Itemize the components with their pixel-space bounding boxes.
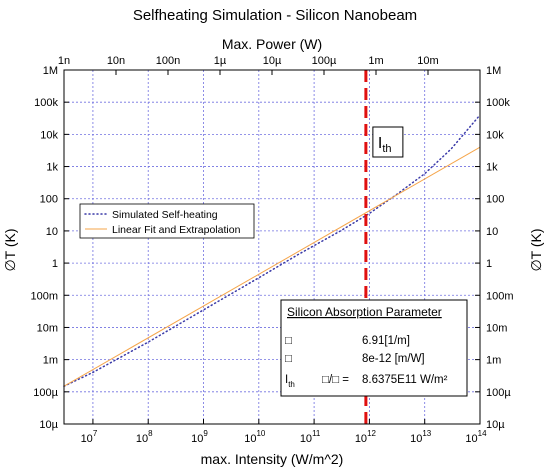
y-tick-label-left: 1m	[43, 355, 58, 367]
legend-label-fit: Linear Fit and Extrapolation	[112, 224, 241, 236]
x-tick-label: 1010	[244, 429, 266, 445]
x-tick-label: 108	[136, 429, 153, 445]
x-tick-label: 109	[191, 429, 208, 445]
y-tick-label-right: 1k	[486, 162, 498, 174]
y-tick-label-right: 10	[486, 226, 498, 238]
parameter-value: 6.91[1/m]	[362, 335, 410, 347]
left-axis-title: ∅T (K)	[2, 228, 18, 271]
y-tick-label-left: 1M	[43, 65, 58, 77]
y-tick-label-right: 1	[486, 258, 492, 270]
y-tick-label-left: 100k	[34, 97, 58, 109]
y-tick-label-left: 100m	[30, 290, 58, 302]
top-tick-label: 1µ	[214, 55, 227, 67]
threshold-label: Ith	[378, 135, 392, 155]
y-tick-label-right: 1m	[486, 355, 501, 367]
threshold-label-box	[372, 126, 404, 158]
parameter-value: 8.6375E11 W/m²	[362, 374, 448, 386]
y-tick-label-left: 1k	[46, 162, 58, 174]
top-axis-title: Max. Power (W)	[222, 36, 322, 52]
parameter-box-frame	[280, 299, 468, 397]
legend-box	[79, 203, 255, 239]
top-tick-label: 10m	[417, 55, 438, 67]
x-tick-label: 1011	[300, 429, 321, 445]
y-tick-label-right: 100m	[486, 290, 514, 302]
parameter-box-title: Silicon Absorption Parameter	[287, 305, 442, 319]
top-tick-label: 100µ	[312, 55, 337, 67]
x-tick-label: 1012	[355, 429, 377, 445]
y-tick-label-left: 100µ	[33, 387, 58, 399]
parameter-symbol: □	[285, 335, 292, 347]
y-tick-label-right: 10k	[486, 129, 504, 141]
top-tick-label: 10µ	[263, 55, 282, 67]
y-tick-label-left: 100	[40, 194, 58, 206]
y-tick-label-left: 10m	[37, 322, 58, 334]
y-tick-label-left: 10k	[40, 129, 58, 141]
parameter-box: Silicon Absorption Parameter □ 6.91[1/m] □ 8…	[280, 299, 468, 397]
top-tick-label: 10n	[107, 55, 125, 67]
chart-title: Selfheating Simulation - Silicon Nanobea…	[133, 7, 417, 24]
y-tick-label-left: 10	[46, 226, 58, 238]
y-tick-label-right: 1M	[486, 65, 501, 77]
x-tick-label: 1013	[410, 429, 432, 445]
parameter-symbol: Ith	[285, 374, 295, 389]
y-tick-label-right: 10µ	[486, 419, 505, 431]
top-tick-label: 100n	[156, 55, 180, 67]
legend-label-simulated: Simulated Self-heating	[112, 209, 218, 221]
legend: Simulated Self-heating Linear Fit and Ext…	[79, 203, 255, 239]
parameter-symbol: □	[285, 353, 292, 365]
y-tick-label-right: 100	[486, 194, 504, 206]
parameter-value: 8e-12 [m/W]	[362, 353, 425, 365]
x-tick-label: 1014	[465, 429, 487, 445]
bottom-axis-title: max. Intensity (W/m^2)	[201, 451, 344, 467]
y-tick-label-left: 1	[52, 258, 58, 270]
y-tick-label-right: 10m	[486, 322, 507, 334]
top-tick-label: 1n	[58, 55, 70, 67]
y-tick-label-right: 100µ	[486, 387, 511, 399]
parameter-operator: □/□ =	[322, 374, 349, 386]
series-layer	[63, 114, 481, 387]
series-linear-fit	[63, 146, 481, 387]
right-axis-title: ∅T (K)	[528, 228, 544, 271]
y-tick-label-right: 100k	[486, 97, 510, 109]
y-tick-label-left: 10µ	[39, 419, 58, 431]
top-tick-label: 1m	[368, 55, 383, 67]
x-tick-label: 107	[81, 429, 98, 445]
plot-frame	[63, 69, 481, 425]
